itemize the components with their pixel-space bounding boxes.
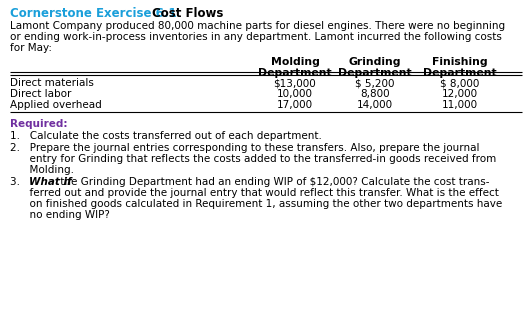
Text: ferred out and provide the journal entry that would reflect this transfer. What : ferred out and provide the journal entry… — [10, 188, 499, 198]
Text: 2.   Prepare the journal entries corresponding to these transfers. Also, prepare: 2. Prepare the journal entries correspon… — [10, 143, 479, 153]
Text: for May:: for May: — [10, 43, 52, 53]
Text: Applied overhead: Applied overhead — [10, 100, 102, 110]
Text: the Grinding Department had an ending WIP of $12,000? Calculate the cost trans-: the Grinding Department had an ending WI… — [57, 177, 489, 187]
Text: Finishing: Finishing — [432, 57, 488, 67]
Text: no ending WIP?: no ending WIP? — [10, 210, 110, 220]
Text: on finished goods calculated in Requirement 1, assuming the other two department: on finished goods calculated in Requirem… — [10, 199, 502, 209]
Text: 3.: 3. — [10, 177, 30, 187]
Text: 17,000: 17,000 — [277, 100, 313, 110]
Text: Direct labor: Direct labor — [10, 89, 71, 99]
Text: Cornerstone Exercise 6.1: Cornerstone Exercise 6.1 — [10, 7, 177, 20]
Text: Department: Department — [258, 68, 332, 78]
Text: 14,000: 14,000 — [357, 100, 393, 110]
Text: $ 5,200: $ 5,200 — [355, 78, 395, 88]
Text: $13,000: $13,000 — [273, 78, 317, 88]
Text: Direct materials: Direct materials — [10, 78, 94, 88]
Text: Molding: Molding — [271, 57, 319, 67]
Text: 10,000: 10,000 — [277, 89, 313, 99]
Text: entry for Grinding that reflects the costs added to the transferred-in goods rec: entry for Grinding that reflects the cos… — [10, 154, 496, 164]
Text: Department: Department — [338, 68, 412, 78]
Text: Grinding: Grinding — [349, 57, 401, 67]
Text: or ending work-in-process inventories in any department. Lamont incurred the fol: or ending work-in-process inventories in… — [10, 32, 502, 42]
Text: Cost Flows: Cost Flows — [152, 7, 223, 20]
Text: 12,000: 12,000 — [442, 89, 478, 99]
Text: What if: What if — [29, 177, 71, 187]
Text: Department: Department — [423, 68, 497, 78]
Text: 8,800: 8,800 — [360, 89, 390, 99]
Text: Lamont Company produced 80,000 machine parts for diesel engines. There were no b: Lamont Company produced 80,000 machine p… — [10, 21, 505, 31]
Text: Molding.: Molding. — [10, 165, 74, 175]
Text: $ 8,000: $ 8,000 — [440, 78, 480, 88]
Text: Required:: Required: — [10, 119, 68, 129]
Text: 11,000: 11,000 — [442, 100, 478, 110]
Text: 1.   Calculate the costs transferred out of each department.: 1. Calculate the costs transferred out o… — [10, 131, 322, 141]
